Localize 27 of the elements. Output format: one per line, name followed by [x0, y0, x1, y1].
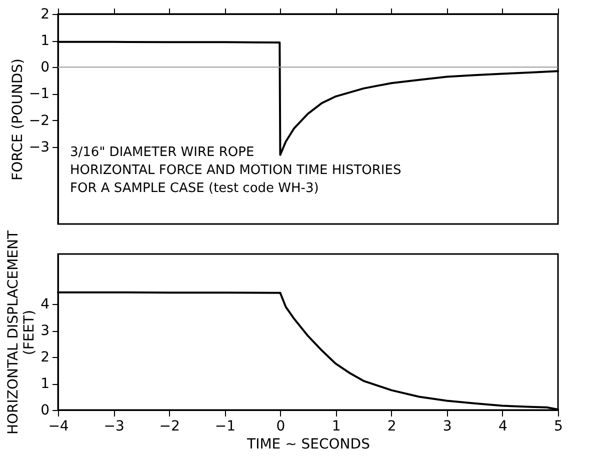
x-tick-label: 0 [276, 418, 286, 434]
annotation: FOR A SAMPLE CASE (test code WH-3) [70, 181, 319, 196]
annotation: HORIZONTAL FORCE AND MOTION TIME HISTORIES [70, 163, 402, 178]
y-tick-label: 4 [40, 296, 50, 313]
y-axis-title: FORCE (POUNDS) [10, 58, 26, 180]
y-tick-label: 3 [40, 323, 50, 340]
x-tick-label: 2 [387, 418, 396, 434]
annotation: 3/16" DIAMETER WIRE ROPE [70, 145, 254, 160]
x-tick-label: −4 [48, 418, 69, 434]
x-tick-label: 4 [498, 418, 508, 434]
x-tick-label: 1 [332, 418, 341, 434]
y-tick-label: −2 [28, 112, 50, 129]
y-tick-label: 2 [40, 350, 50, 366]
y-axis-title: HORIZONTAL DISPLACEMENT (FEET) [6, 230, 38, 435]
y-tick-label: −1 [28, 86, 50, 102]
x-tick-label: −3 [104, 418, 124, 434]
y-tick-label: 1 [40, 33, 50, 50]
y-tick-label: 1 [40, 376, 50, 392]
x-tick-label: 5 [554, 418, 563, 434]
y-tick-label: 0 [40, 60, 50, 76]
x-tick-label: −1 [214, 418, 236, 434]
x-axis-title: TIME ~ SECONDS [246, 436, 370, 452]
x-tick-label: −2 [159, 418, 180, 434]
y-tick-label: 2 [40, 6, 50, 22]
y-tick-label: 0 [40, 402, 50, 418]
x-tick-label: 3 [442, 418, 452, 434]
y-tick-label: −3 [28, 139, 50, 156]
